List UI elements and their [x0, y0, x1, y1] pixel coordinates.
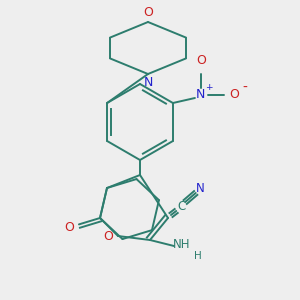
Text: O: O	[103, 230, 113, 244]
Text: O: O	[196, 55, 206, 68]
Text: -: -	[242, 81, 247, 95]
Text: NH: NH	[173, 238, 191, 250]
Text: +: +	[205, 82, 213, 91]
Text: H: H	[194, 251, 202, 261]
Text: O: O	[143, 7, 153, 20]
Text: O: O	[64, 221, 74, 234]
Text: N: N	[143, 76, 153, 89]
Text: N: N	[196, 182, 205, 194]
Text: N: N	[196, 88, 206, 100]
Text: C: C	[177, 200, 185, 212]
Text: O: O	[229, 88, 239, 100]
